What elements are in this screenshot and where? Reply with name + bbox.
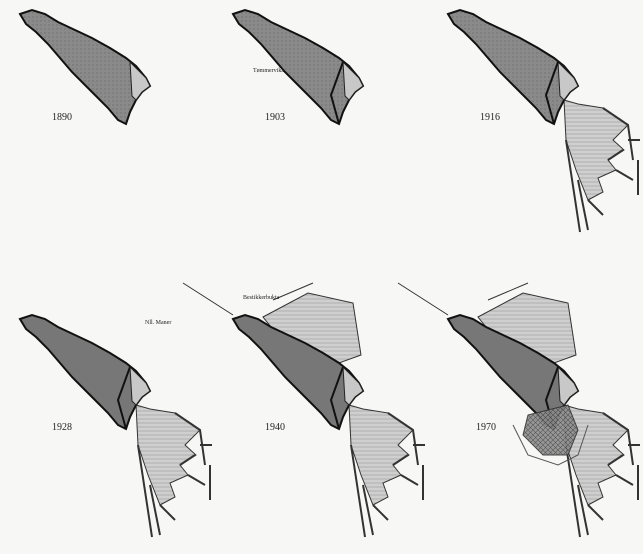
map-figure: 1890 1903 Tømmervika 1916 1928 Nll. Maner 1940… bbox=[0, 0, 643, 554]
year-label: 1940 bbox=[265, 422, 285, 433]
place-label: Nll. Maner bbox=[145, 320, 171, 326]
place-label: Bestikkerbukta bbox=[243, 295, 280, 301]
place-label: Tømmervika bbox=[253, 68, 284, 74]
year-label: 1916 bbox=[480, 112, 500, 123]
year-label: 1928 bbox=[52, 422, 72, 433]
year-label: 1903 bbox=[265, 112, 285, 123]
year-label: 1970 bbox=[476, 422, 496, 433]
year-label: 1890 bbox=[52, 112, 72, 123]
